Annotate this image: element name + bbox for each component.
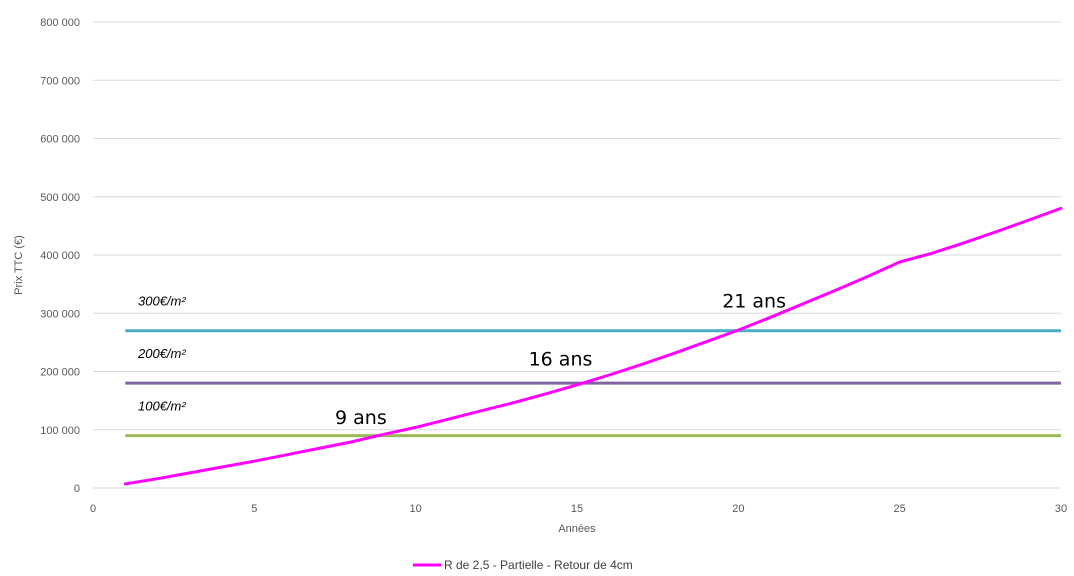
y-tick-label: 500 000 bbox=[40, 192, 80, 204]
y-tick-label: 0 bbox=[74, 483, 80, 495]
threshold-label: 200€/m² bbox=[137, 346, 186, 361]
y-tick-label: 300 000 bbox=[40, 308, 80, 320]
legend-label: R de 2,5 - Partielle - Retour de 4cm bbox=[444, 558, 633, 572]
annotations: 21 ans 16 ans 9 ans bbox=[335, 290, 786, 429]
annotation-label: 9 ans bbox=[335, 407, 387, 429]
y-tick-label: 600 000 bbox=[40, 134, 80, 146]
threshold-label: 100€/m² bbox=[138, 399, 186, 414]
legend: R de 2,5 - Partielle - Retour de 4cm bbox=[413, 558, 633, 572]
y-axis-title: Prix TTC (€) bbox=[13, 235, 25, 295]
y-tick-label: 800 000 bbox=[40, 17, 80, 29]
x-tick-label: 0 bbox=[90, 503, 96, 515]
x-axis-title: Années bbox=[558, 523, 596, 535]
threshold-lines bbox=[125, 329, 1061, 438]
x-tick-label: 15 bbox=[571, 503, 583, 515]
y-tick-label: 200 000 bbox=[40, 367, 80, 379]
series-line bbox=[123, 206, 1063, 486]
threshold-label: 300€/m² bbox=[138, 294, 186, 309]
annotation-label: 21 ans bbox=[722, 290, 786, 312]
y-tick-label: 400 000 bbox=[40, 250, 80, 262]
y-tick-label: 100 000 bbox=[40, 425, 80, 437]
threshold-labels: 300€/m² 200€/m² 100€/m² bbox=[137, 294, 186, 414]
gridlines bbox=[93, 21, 1061, 431]
x-tick-label: 20 bbox=[732, 503, 744, 515]
x-tick-label: 5 bbox=[251, 503, 257, 515]
x-tick-labels: 0 5 10 15 20 25 30 bbox=[90, 503, 1067, 515]
x-tick-label: 10 bbox=[410, 503, 422, 515]
y-tick-label: 700 000 bbox=[40, 75, 80, 87]
x-tick-label: 30 bbox=[1055, 503, 1067, 515]
y-tick-labels: 0 100 000 200 000 300 000 400 000 500 000 600 … bbox=[40, 17, 80, 495]
annotation-label: 16 ans bbox=[529, 349, 593, 371]
x-tick-label: 25 bbox=[894, 503, 906, 515]
